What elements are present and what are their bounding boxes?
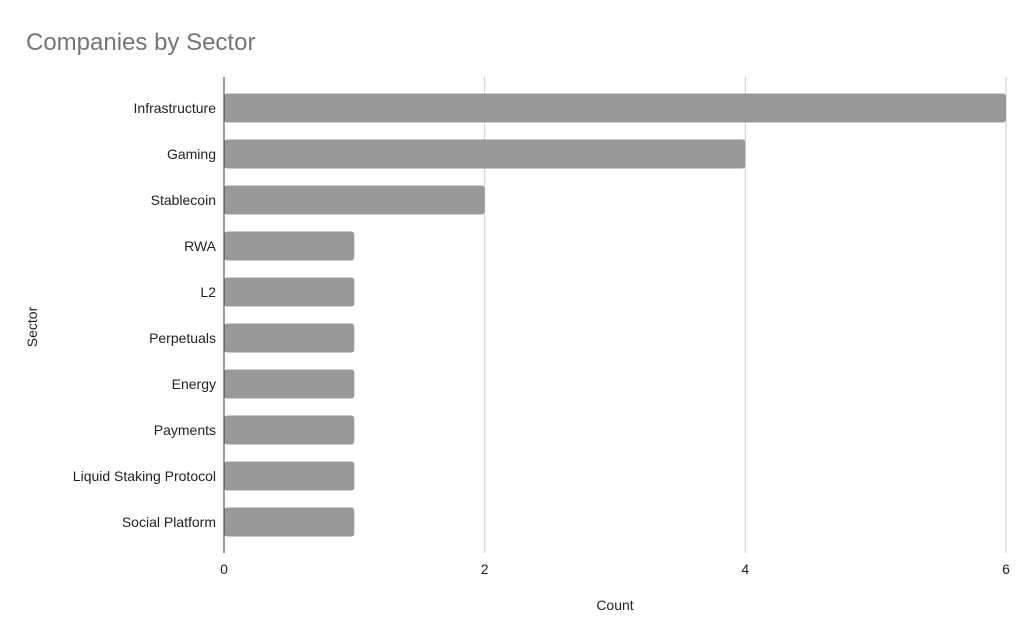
category-label: RWA [184,238,217,254]
bar [224,185,485,215]
bar [224,323,355,353]
category-label: Liquid Staking Protocol [73,468,216,484]
category-label: Infrastructure [134,100,217,116]
category-label: Gaming [167,146,216,162]
category-label: Social Platform [122,514,216,530]
x-tick-label: 6 [1002,561,1010,577]
bar [224,93,1006,123]
x-tick-labels: 0 2 4 6 [220,561,1010,577]
y-axis-title: Sector [24,306,40,347]
category-label: Stablecoin [151,192,216,208]
bar [224,415,355,445]
bar [224,507,355,537]
category-label: L2 [200,284,216,300]
x-tick-label: 4 [741,561,749,577]
category-label: Energy [172,376,216,392]
x-tick-label: 2 [481,561,489,577]
x-tick-label: 0 [220,561,228,577]
bar [224,461,355,491]
category-label: Perpetuals [149,330,216,346]
bar [224,369,355,399]
category-label: Payments [154,422,216,438]
bar [224,231,355,261]
x-axis-title: Count [596,597,633,613]
bar [224,277,355,307]
category-labels: Infrastructure Gaming Stablecoin RWA L2 Perpe… [73,100,217,530]
chart-title: Companies by Sector [26,29,255,56]
bars [224,93,1006,537]
bar [224,139,746,169]
